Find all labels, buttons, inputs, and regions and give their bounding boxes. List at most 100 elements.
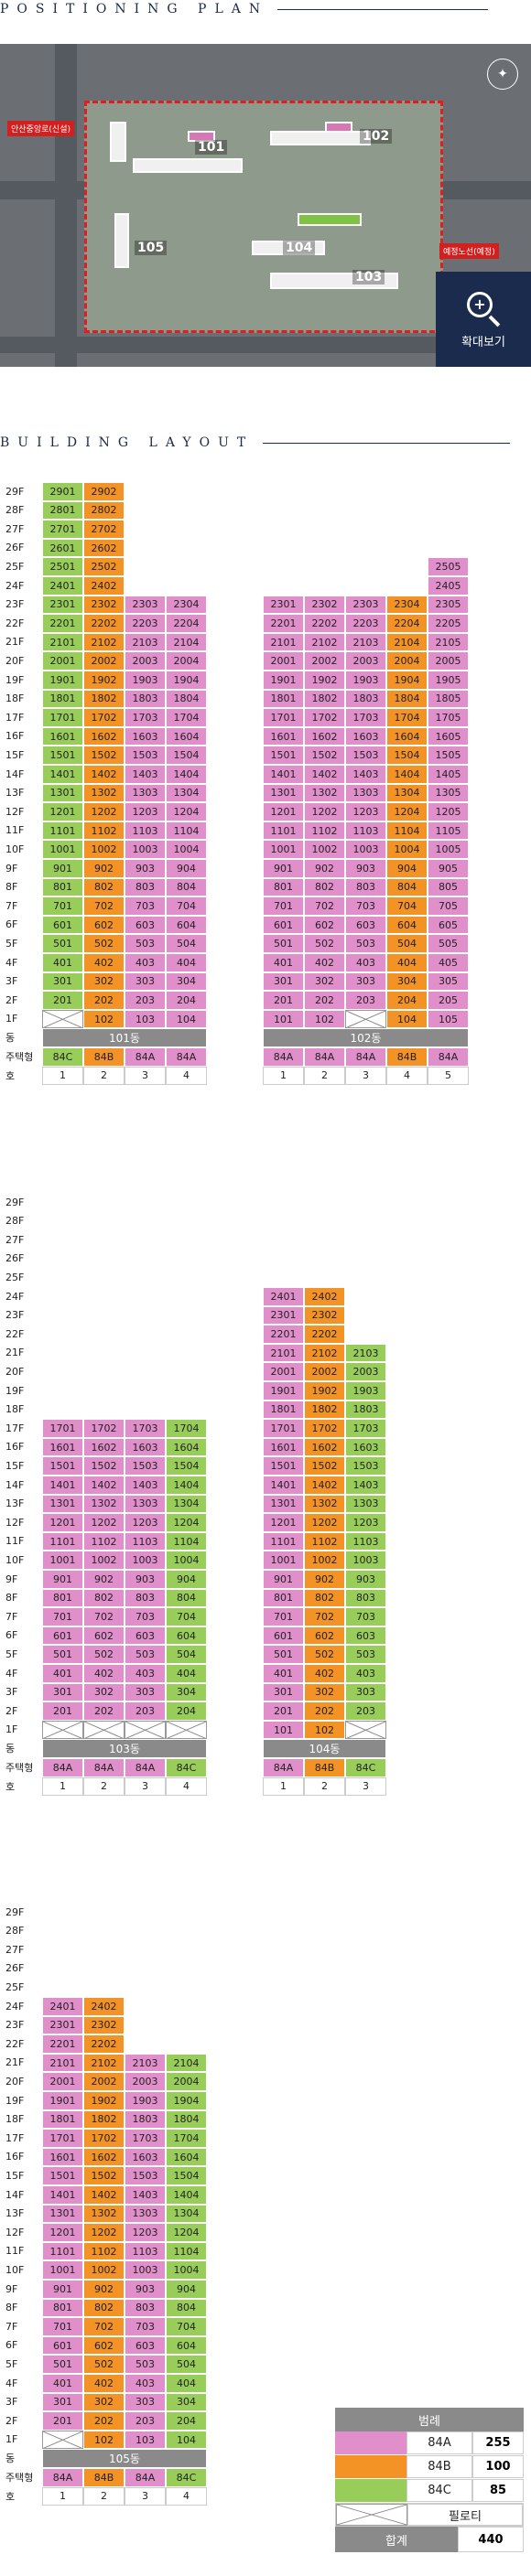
unit-cell: 1603 — [345, 1437, 386, 1457]
unit-cell: 402 — [83, 1664, 125, 1683]
unit-cell: 1903 — [125, 671, 166, 690]
floor-label: 11F — [5, 824, 25, 837]
unit-cell: 701 — [42, 896, 83, 916]
floor-label: 22F — [5, 1327, 25, 1340]
unit-cell: 1102 — [83, 821, 125, 841]
unit-cell: 2302 — [304, 595, 345, 615]
ho-cell: 2 — [304, 1776, 345, 1797]
unit-cell: 1303 — [345, 1494, 386, 1514]
floor-label: 24F — [5, 579, 25, 592]
unit-cell: 2303 — [125, 595, 166, 615]
floor-label: 6F — [5, 1629, 18, 1642]
dong-label: 105동 — [42, 2449, 207, 2468]
unit-cell: 401 — [42, 2374, 83, 2393]
unit-cell: 1203 — [125, 2223, 166, 2242]
unit-cell: 803 — [125, 877, 166, 897]
unit-cell: 701 — [263, 1607, 304, 1626]
unit-cell: 2401 — [263, 1287, 304, 1306]
unit-cell: 103 — [125, 2430, 166, 2450]
road-label-left: 안산중앙로(신설) — [7, 121, 74, 136]
unit-cell: 401 — [263, 953, 304, 972]
unit-cell: 1805 — [428, 689, 469, 709]
ho-cell: 4 — [166, 1776, 207, 1797]
floor-label: 9F — [5, 2282, 18, 2295]
ho-cell: 2 — [83, 1776, 125, 1797]
unit-cell: 202 — [83, 1701, 125, 1721]
unit-cell: 2302 — [83, 2015, 125, 2035]
unit-cell: 1605 — [428, 726, 469, 746]
unit-cell: 1802 — [304, 1400, 345, 1420]
type-cell: 84B — [83, 2468, 125, 2487]
unit-cell: 1702 — [304, 708, 345, 727]
row-label-type: 주택형 — [5, 1051, 34, 1063]
floor-label: 12F — [5, 1516, 25, 1529]
floor-label: 28F — [5, 1215, 25, 1228]
unit-cell: 1603 — [125, 2147, 166, 2167]
floor-label: 23F — [5, 2019, 25, 2032]
unit-cell: 402 — [83, 953, 125, 972]
unit-cell: 1604 — [166, 726, 207, 746]
unit-cell: 202 — [83, 991, 125, 1010]
unit-cell: 1101 — [42, 821, 83, 841]
unit-cell: 2204 — [166, 614, 207, 633]
unit-cell: 1003 — [345, 1551, 386, 1570]
unit-cell: 204 — [386, 991, 428, 1010]
unit-cell: 2202 — [304, 1325, 345, 1344]
type-cell: 84A — [345, 1047, 386, 1067]
unit-cell: 1903 — [125, 2091, 166, 2110]
zoom-button[interactable]: + 확대보기 — [436, 272, 531, 367]
floor-label: 13F — [5, 2207, 25, 2220]
unit-cell: 1905 — [428, 671, 469, 690]
floor-label: 29F — [5, 1196, 25, 1208]
row-label-dong: 동 — [5, 1743, 16, 1755]
unit-cell: 1601 — [42, 726, 83, 746]
unit-cell: 801 — [42, 877, 83, 897]
row-label-ho: 호 — [5, 1780, 16, 1793]
unit-cell: 101 — [263, 1009, 304, 1029]
unit-cell: 2003 — [125, 651, 166, 671]
unit-cell: 203 — [125, 1701, 166, 1721]
unit-cell: 1501 — [42, 1456, 83, 1476]
unit-cell: 503 — [345, 934, 386, 953]
unit-cell: 1304 — [386, 783, 428, 803]
unit-cell: 1702 — [304, 1419, 345, 1438]
unit-cell: 901 — [263, 1570, 304, 1589]
floor-label: 16F — [5, 730, 25, 743]
unit-cell: 203 — [125, 2411, 166, 2431]
unit-cell: 603 — [125, 915, 166, 935]
unit-cell: 1502 — [304, 746, 345, 765]
ho-cell: 2 — [304, 1066, 345, 1086]
unit-cell: 1901 — [263, 671, 304, 690]
building-title: BUILDING LAYOUT — [0, 434, 511, 452]
unit-cell: 601 — [263, 1626, 304, 1646]
unit-cell: 902 — [304, 1570, 345, 1589]
floor-label: 20F — [5, 2075, 25, 2088]
unit-cell: 2104 — [166, 632, 207, 652]
unit-cell: 2102 — [83, 632, 125, 652]
ho-cell: 1 — [42, 1776, 83, 1797]
building-104-label: 104 — [283, 241, 316, 255]
unit-cell: 902 — [304, 859, 345, 878]
unit-cell: 304 — [386, 971, 428, 992]
floor-label: 23F — [5, 598, 25, 611]
unit-cell: 1201 — [42, 1513, 83, 1532]
row-label-type: 주택형 — [5, 2472, 34, 2484]
ho-cell: 1 — [42, 1066, 83, 1086]
unit-cell: 504 — [166, 2355, 207, 2374]
unit-cell: 1904 — [386, 671, 428, 690]
floor-label: 13F — [5, 1497, 25, 1510]
unit-cell: 701 — [42, 1607, 83, 1626]
legend-title: 범례 — [335, 2408, 524, 2431]
unit-cell: 2003 — [345, 651, 386, 671]
unit-cell: 2103 — [125, 2053, 166, 2073]
unit-cell: 2401 — [42, 576, 83, 596]
unit-cell: 1903 — [345, 1381, 386, 1401]
unit-cell: 2002 — [304, 651, 345, 671]
floor-label: 26F — [5, 542, 25, 554]
unit-cell: 1001 — [42, 840, 83, 859]
floor-label: 1F — [5, 1013, 18, 1025]
unit-cell: 1701 — [42, 708, 83, 727]
piloti-cell — [83, 1720, 125, 1740]
unit-cell: 304 — [166, 971, 207, 992]
unit-cell: 1904 — [166, 2091, 207, 2110]
